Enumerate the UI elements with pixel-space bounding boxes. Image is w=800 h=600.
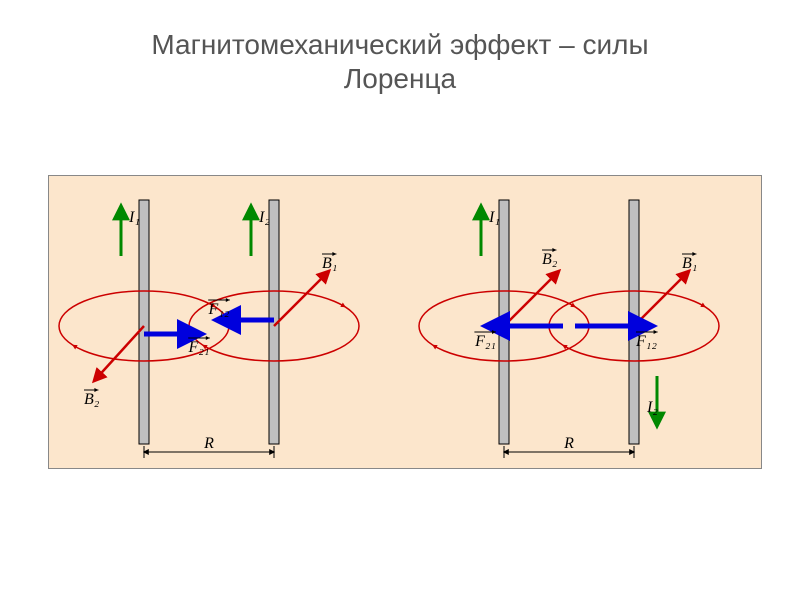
svg-text:B₂: B₂ <box>84 391 100 408</box>
diagram-frame: I₁ I₂ B₁ B₂ F₁₂ F₂₁ R I₁ I₂ B₁ B₂ F₂₁ F₁₂ R <box>48 175 762 469</box>
svg-text:F₂₁: F₂₁ <box>188 339 210 356</box>
diagram-svg: I₁ I₂ B₁ B₂ F₁₂ F₂₁ R I₁ I₂ B₁ B₂ F₂₁ F₁₂ R <box>49 176 761 468</box>
page-title: Магнитомеханический эффект – силы Лоренц… <box>0 0 800 95</box>
title-line2: Лоренца <box>344 63 456 94</box>
svg-text:I₂: I₂ <box>646 399 658 416</box>
svg-text:F₁₂: F₁₂ <box>635 333 657 350</box>
svg-text:I₂: I₂ <box>258 209 270 226</box>
svg-text:F₁₂: F₁₂ <box>208 301 230 318</box>
svg-text:R: R <box>563 435 574 452</box>
svg-text:I₁: I₁ <box>128 209 140 226</box>
svg-text:R: R <box>203 435 214 452</box>
svg-text:B₁: B₁ <box>322 255 337 272</box>
title-line1: Магнитомеханический эффект – силы <box>151 29 648 60</box>
svg-text:B₂: B₂ <box>542 251 558 268</box>
svg-text:F₂₁: F₂₁ <box>474 333 496 350</box>
svg-text:B₁: B₁ <box>682 255 697 272</box>
svg-text:I₁: I₁ <box>488 209 500 226</box>
